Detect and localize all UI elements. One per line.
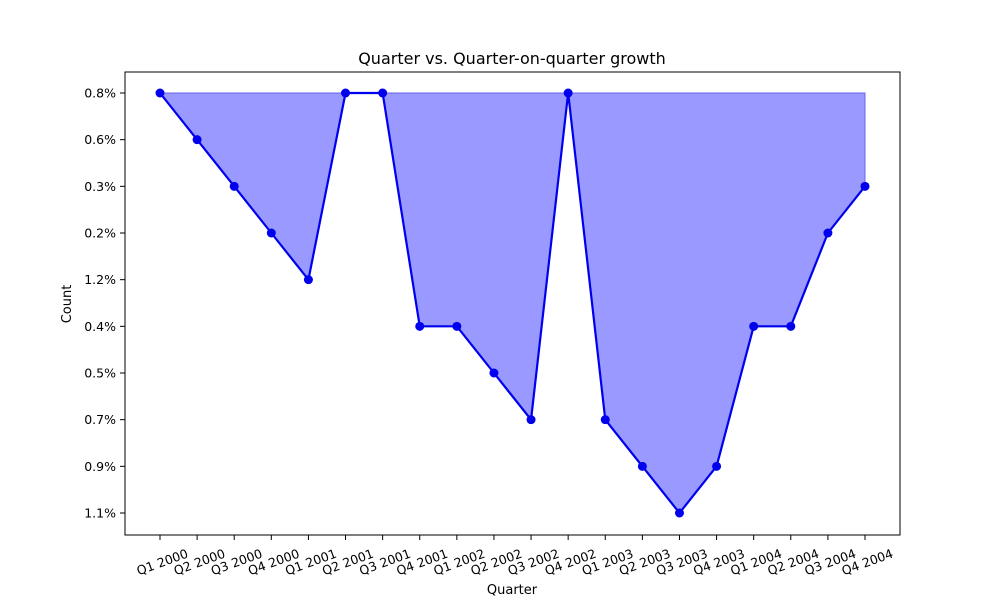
data-point-7	[378, 88, 388, 98]
y-tick-label: 1.2%	[84, 272, 116, 287]
data-point-13	[600, 415, 610, 425]
y-tick-label: 0.9%	[84, 459, 116, 474]
x-axis-label: Quarter	[487, 583, 538, 598]
data-point-15	[674, 508, 684, 518]
data-point-17	[749, 321, 759, 331]
plot-area	[155, 88, 870, 518]
data-point-1	[155, 88, 165, 98]
series-line	[159, 91, 866, 515]
data-point-16	[712, 461, 722, 471]
data-point-20	[860, 181, 870, 191]
data-point-5	[303, 275, 313, 285]
y-tick-label: 0.8%	[84, 86, 116, 101]
data-point-19	[823, 228, 833, 238]
chart-title: Quarter vs. Quarter-on-quarter growth	[358, 49, 666, 68]
y-tick-label: 0.6%	[84, 132, 116, 147]
data-point-12	[563, 88, 573, 98]
area-fill	[158, 92, 866, 514]
plot-frame	[124, 71, 901, 536]
y-tick-label: 0.4%	[84, 319, 116, 334]
y-tick-label: 0.7%	[84, 412, 116, 427]
data-point-11	[526, 415, 536, 425]
data-point-6	[341, 88, 351, 98]
y-tick-label: 1.1%	[84, 506, 116, 521]
y-tick-label: 0.3%	[84, 179, 116, 194]
data-point-4	[266, 228, 276, 238]
data-point-9	[452, 321, 462, 331]
y-tick-label: 0.5%	[84, 366, 116, 381]
data-point-14	[637, 461, 647, 471]
y-axis-label: Count	[60, 285, 75, 324]
data-point-3	[229, 181, 239, 191]
data-point-18	[786, 321, 796, 331]
y-tick-label: 0.2%	[84, 226, 116, 241]
data-point-8	[415, 321, 425, 331]
y-axis: 0.8% 0.6% 0.3% 0.2% 1.2% 0.4% 0.5% 0.7% 0.9% 1.1%	[84, 86, 125, 521]
data-point-2	[192, 135, 202, 145]
data-point-10	[489, 368, 499, 378]
